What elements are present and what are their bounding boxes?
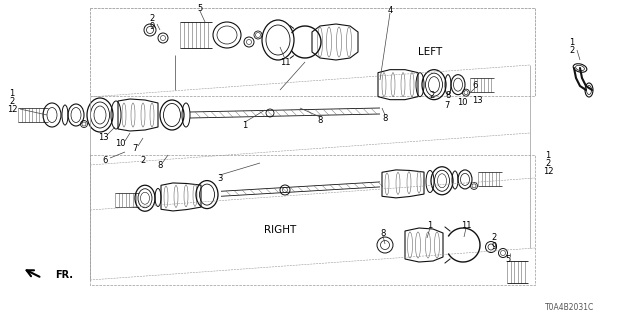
- Text: 2: 2: [149, 13, 155, 22]
- Text: RIGHT: RIGHT: [264, 225, 296, 235]
- Text: 13: 13: [472, 95, 483, 105]
- Text: 2: 2: [140, 156, 146, 164]
- Text: 10: 10: [115, 139, 125, 148]
- Text: 1: 1: [243, 121, 248, 130]
- Text: 2: 2: [429, 91, 435, 100]
- Text: 1: 1: [428, 220, 433, 229]
- Text: 5: 5: [506, 255, 511, 265]
- Bar: [90, 155, 535, 285]
- Text: 8: 8: [317, 116, 323, 124]
- Text: 9: 9: [492, 242, 497, 251]
- Text: 1: 1: [10, 89, 15, 98]
- Text: T0A4B2031C: T0A4B2031C: [545, 303, 595, 313]
- Text: 7: 7: [444, 100, 450, 109]
- Text: 2: 2: [545, 158, 550, 167]
- Text: 1: 1: [570, 37, 575, 46]
- Text: 12: 12: [543, 166, 553, 175]
- Text: 2: 2: [10, 97, 15, 106]
- Text: FR.: FR.: [55, 270, 73, 280]
- Text: 1: 1: [545, 150, 550, 159]
- Text: 8: 8: [157, 161, 163, 170]
- Text: 6: 6: [472, 81, 477, 90]
- Text: 8: 8: [380, 228, 386, 237]
- Bar: [90, 8, 535, 96]
- Text: 2: 2: [570, 45, 575, 54]
- Text: 11: 11: [461, 220, 471, 229]
- Text: 5: 5: [197, 4, 203, 12]
- Text: 3: 3: [218, 173, 223, 182]
- Text: 10: 10: [457, 98, 467, 107]
- Text: 7: 7: [132, 143, 138, 153]
- Text: 11: 11: [280, 58, 291, 67]
- Text: 2: 2: [492, 233, 497, 242]
- Text: 6: 6: [102, 156, 108, 164]
- Text: 4: 4: [387, 5, 392, 14]
- Text: LEFT: LEFT: [418, 47, 442, 57]
- Text: 12: 12: [7, 105, 17, 114]
- Text: 8: 8: [445, 91, 451, 100]
- Text: 8: 8: [382, 114, 388, 123]
- Text: 9: 9: [149, 21, 155, 30]
- Text: 13: 13: [98, 132, 108, 141]
